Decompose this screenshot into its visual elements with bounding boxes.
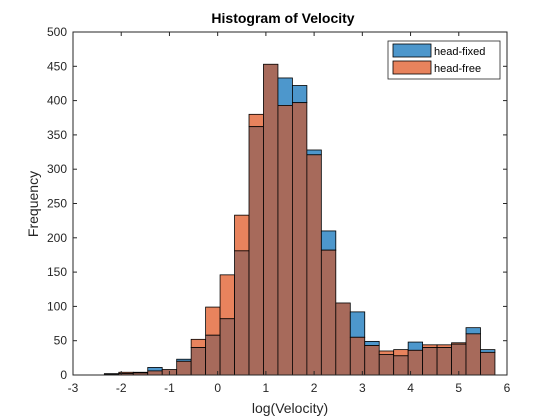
y-tick-label: 300 [47,162,67,176]
bar-overlap [176,360,192,376]
bar-overlap [422,347,438,376]
bar-head-free [378,350,395,355]
x-tick-label: -3 [68,381,79,395]
y-tick-label: 450 [47,59,67,73]
x-tick-label: 3 [359,381,366,395]
y-tick-label: 400 [47,94,67,108]
y-tick-label: 100 [47,299,67,313]
bar-head-fixed [320,230,337,251]
y-tick-label: 50 [54,334,68,348]
x-tick-label: 5 [455,381,462,395]
bar-overlap [451,343,467,376]
y-tick-label: 500 [47,25,67,39]
x-tick-label: 2 [311,381,318,395]
bars-layer [103,63,496,376]
bar-head-fixed [364,340,380,346]
bar-head-free [219,274,235,320]
bar-head-fixed [277,77,293,106]
bar-overlap [480,351,496,376]
bar-head-free [248,113,264,128]
bar-head-free [393,349,409,357]
bar-head-free [234,214,250,252]
y-tick-label: 0 [60,368,67,382]
x-tick-label: -1 [164,381,175,395]
bar-head-fixed [147,367,163,372]
bar-overlap [263,63,279,376]
bar-overlap [320,249,337,376]
bar-overlap [364,345,380,376]
bar-overlap [306,154,322,376]
bar-overlap [292,102,308,376]
y-tick-label: 350 [47,128,67,142]
bar-head-free [436,344,452,348]
bar-overlap [378,354,395,376]
bar-head-fixed [292,85,308,104]
y-tick-label: 200 [47,231,67,245]
y-axis-label: Frequency [25,171,41,237]
bar-overlap [205,334,221,376]
bar-head-fixed [407,341,424,351]
legend: head-fixed head-free [387,40,501,80]
x-tick-label: 0 [214,381,221,395]
legend-label-head-fixed: head-fixed [434,46,485,58]
bar-overlap [436,347,452,376]
chart-title: Histogram of Velocity [211,10,354,26]
bar-overlap [248,126,264,376]
bar-overlap [465,333,481,376]
bar-overlap [335,302,351,376]
bar-overlap [190,347,207,376]
legend-swatch-head-fixed [392,43,432,58]
x-axis-label: log(Velocity) [252,400,328,416]
bar-overlap [234,250,250,376]
bar-head-fixed [306,149,322,156]
bar-head-fixed [349,311,366,338]
bar-overlap [393,355,409,376]
axis-ticks: -3 -2 -1 0 1 2 3 4 5 6 0 50 100 150 200 250 300 350 400 450… [47,25,511,395]
y-tick-label: 250 [47,197,67,211]
x-tick-label: -2 [116,381,127,395]
bar-overlap [349,336,366,376]
bar-head-free [190,338,207,348]
legend-label-head-free: head-free [434,63,481,75]
legend-swatch-head-free [392,60,432,75]
x-tick-label: 6 [504,381,511,395]
x-tick-label: 1 [263,381,270,395]
bar-head-fixed [465,327,481,335]
bar-head-fixed [480,349,496,353]
x-tick-label: 4 [407,381,414,395]
bar-head-free [205,306,221,336]
y-tick-label: 150 [47,265,67,279]
bar-overlap [277,105,293,376]
bar-overlap [219,318,235,376]
bar-head-free [422,344,438,348]
bar-overlap [147,370,163,376]
